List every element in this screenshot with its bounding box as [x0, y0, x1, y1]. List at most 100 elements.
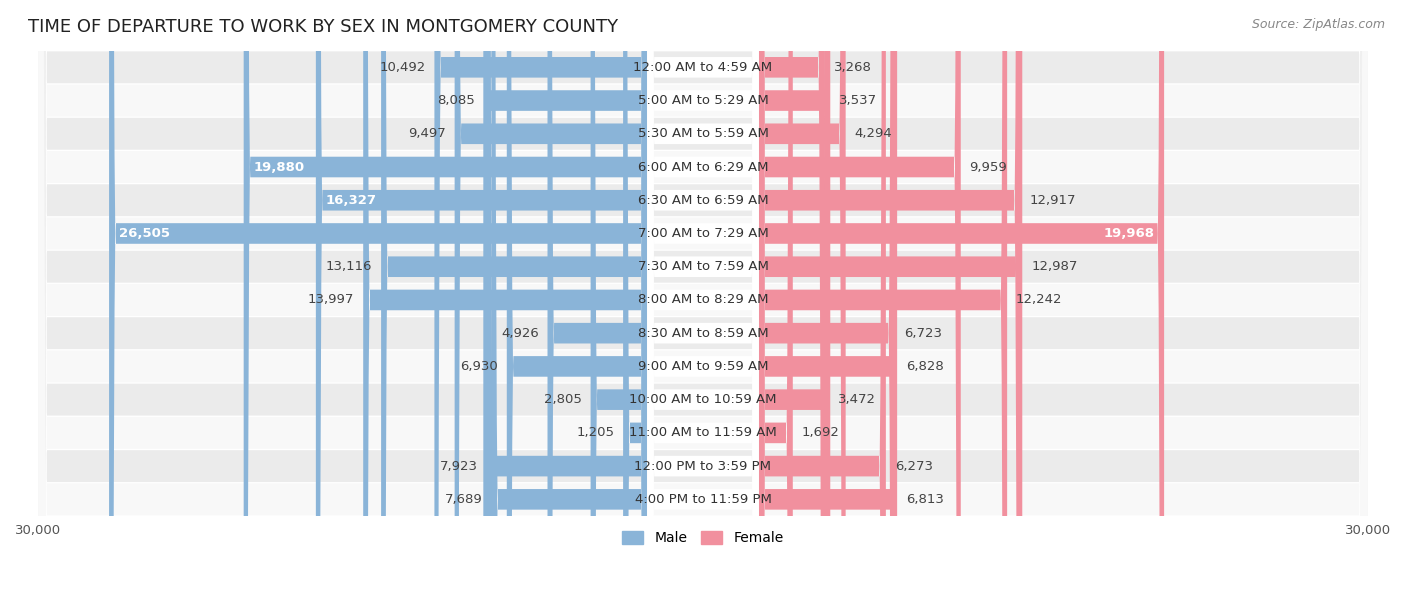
Text: 12,242: 12,242 [1017, 293, 1063, 306]
FancyBboxPatch shape [648, 0, 758, 595]
FancyBboxPatch shape [38, 0, 1368, 595]
Text: 8:30 AM to 8:59 AM: 8:30 AM to 8:59 AM [638, 327, 768, 340]
FancyBboxPatch shape [110, 0, 648, 595]
Text: 6,813: 6,813 [905, 493, 943, 506]
FancyBboxPatch shape [758, 0, 960, 595]
FancyBboxPatch shape [758, 0, 1021, 595]
Text: 26,505: 26,505 [120, 227, 170, 240]
FancyBboxPatch shape [648, 0, 758, 595]
FancyBboxPatch shape [486, 0, 648, 595]
FancyBboxPatch shape [316, 0, 648, 595]
FancyBboxPatch shape [38, 0, 1368, 595]
FancyBboxPatch shape [38, 0, 1368, 595]
Text: 7,923: 7,923 [440, 459, 478, 472]
FancyBboxPatch shape [758, 0, 1164, 595]
FancyBboxPatch shape [648, 0, 758, 595]
FancyBboxPatch shape [363, 0, 648, 595]
Text: 9,959: 9,959 [970, 161, 1007, 174]
Text: 4:00 PM to 11:59 PM: 4:00 PM to 11:59 PM [634, 493, 772, 506]
FancyBboxPatch shape [758, 0, 1022, 595]
FancyBboxPatch shape [38, 0, 1368, 595]
Text: 6,723: 6,723 [904, 327, 942, 340]
Text: 6,930: 6,930 [460, 360, 498, 373]
FancyBboxPatch shape [648, 0, 758, 595]
Text: 6,828: 6,828 [905, 360, 943, 373]
FancyBboxPatch shape [38, 0, 1368, 595]
FancyBboxPatch shape [758, 0, 897, 595]
Text: 3,268: 3,268 [834, 61, 872, 74]
FancyBboxPatch shape [623, 0, 648, 595]
FancyBboxPatch shape [758, 0, 831, 595]
Text: 7:00 AM to 7:29 AM: 7:00 AM to 7:29 AM [638, 227, 768, 240]
Text: 19,968: 19,968 [1104, 227, 1154, 240]
FancyBboxPatch shape [758, 0, 845, 595]
FancyBboxPatch shape [38, 0, 1368, 595]
Text: 6:30 AM to 6:59 AM: 6:30 AM to 6:59 AM [638, 194, 768, 206]
FancyBboxPatch shape [38, 0, 1368, 595]
Text: 12,917: 12,917 [1029, 194, 1076, 206]
Text: 13,116: 13,116 [326, 260, 373, 273]
Text: 9,497: 9,497 [408, 127, 446, 140]
FancyBboxPatch shape [648, 0, 758, 595]
FancyBboxPatch shape [38, 0, 1368, 595]
Text: 3,472: 3,472 [838, 393, 876, 406]
FancyBboxPatch shape [38, 0, 1368, 595]
Text: 7:30 AM to 7:59 AM: 7:30 AM to 7:59 AM [637, 260, 769, 273]
Text: 12,987: 12,987 [1031, 260, 1077, 273]
Text: 16,327: 16,327 [326, 194, 377, 206]
FancyBboxPatch shape [38, 0, 1368, 595]
Legend: Male, Female: Male, Female [617, 526, 789, 551]
Text: 10,492: 10,492 [380, 61, 426, 74]
FancyBboxPatch shape [38, 0, 1368, 595]
FancyBboxPatch shape [758, 0, 830, 595]
Text: 8,085: 8,085 [437, 94, 474, 107]
Text: 7,689: 7,689 [444, 493, 482, 506]
Text: TIME OF DEPARTURE TO WORK BY SEX IN MONTGOMERY COUNTY: TIME OF DEPARTURE TO WORK BY SEX IN MONT… [28, 18, 619, 36]
FancyBboxPatch shape [434, 0, 648, 595]
FancyBboxPatch shape [547, 0, 648, 595]
FancyBboxPatch shape [758, 0, 825, 595]
FancyBboxPatch shape [758, 0, 1007, 595]
Text: 6:00 AM to 6:29 AM: 6:00 AM to 6:29 AM [638, 161, 768, 174]
Text: 6,273: 6,273 [894, 459, 932, 472]
Text: 8:00 AM to 8:29 AM: 8:00 AM to 8:29 AM [638, 293, 768, 306]
FancyBboxPatch shape [381, 0, 648, 595]
Text: 12:00 AM to 4:59 AM: 12:00 AM to 4:59 AM [634, 61, 772, 74]
FancyBboxPatch shape [758, 0, 886, 595]
FancyBboxPatch shape [484, 0, 648, 595]
Text: 3,537: 3,537 [839, 94, 877, 107]
FancyBboxPatch shape [506, 0, 648, 595]
Text: 10:00 AM to 10:59 AM: 10:00 AM to 10:59 AM [630, 393, 776, 406]
FancyBboxPatch shape [38, 0, 1368, 595]
FancyBboxPatch shape [648, 0, 758, 595]
Text: 4,926: 4,926 [501, 327, 538, 340]
Text: 1,692: 1,692 [801, 427, 839, 439]
FancyBboxPatch shape [648, 0, 758, 595]
Text: 4,294: 4,294 [855, 127, 893, 140]
Text: Source: ZipAtlas.com: Source: ZipAtlas.com [1251, 18, 1385, 31]
FancyBboxPatch shape [454, 0, 648, 595]
FancyBboxPatch shape [591, 0, 648, 595]
FancyBboxPatch shape [648, 0, 758, 595]
Text: 9:00 AM to 9:59 AM: 9:00 AM to 9:59 AM [638, 360, 768, 373]
FancyBboxPatch shape [758, 0, 897, 595]
Text: 1,205: 1,205 [576, 427, 614, 439]
Text: 5:30 AM to 5:59 AM: 5:30 AM to 5:59 AM [637, 127, 769, 140]
FancyBboxPatch shape [648, 0, 758, 595]
FancyBboxPatch shape [491, 0, 648, 595]
FancyBboxPatch shape [648, 0, 758, 595]
FancyBboxPatch shape [648, 0, 758, 595]
FancyBboxPatch shape [648, 0, 758, 595]
Text: 13,997: 13,997 [308, 293, 354, 306]
FancyBboxPatch shape [648, 0, 758, 595]
FancyBboxPatch shape [38, 0, 1368, 595]
FancyBboxPatch shape [758, 0, 896, 595]
FancyBboxPatch shape [648, 0, 758, 595]
FancyBboxPatch shape [243, 0, 648, 595]
Text: 2,805: 2,805 [544, 393, 582, 406]
FancyBboxPatch shape [38, 0, 1368, 595]
Text: 19,880: 19,880 [253, 161, 305, 174]
Text: 12:00 PM to 3:59 PM: 12:00 PM to 3:59 PM [634, 459, 772, 472]
FancyBboxPatch shape [758, 0, 793, 595]
Text: 11:00 AM to 11:59 AM: 11:00 AM to 11:59 AM [628, 427, 778, 439]
